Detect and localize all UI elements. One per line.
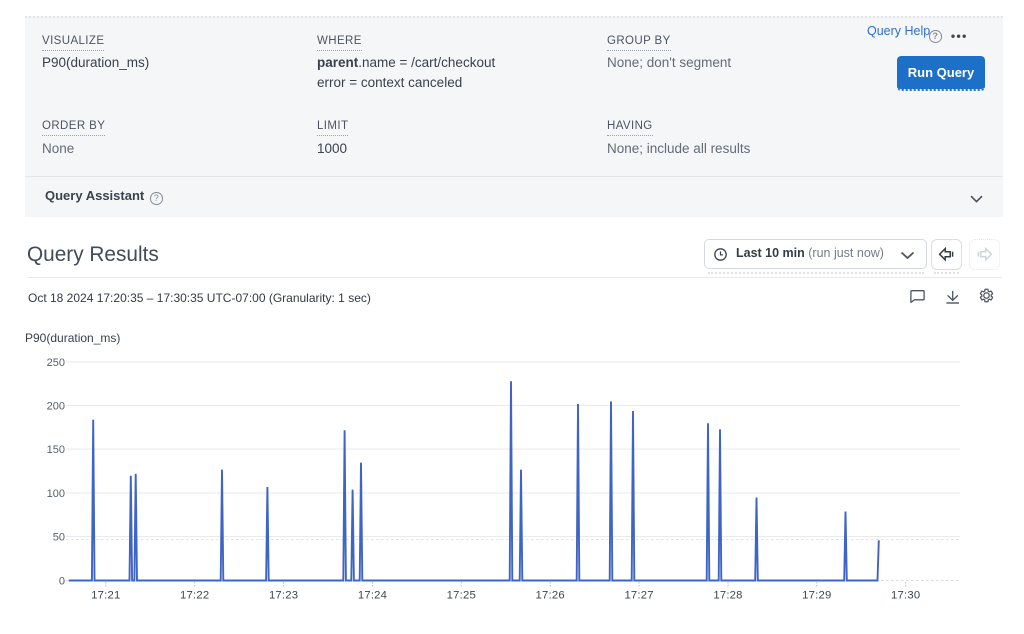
svg-text:17:24: 17:24	[358, 589, 387, 601]
svg-text:150: 150	[47, 444, 65, 456]
svg-text:17:22: 17:22	[180, 589, 209, 601]
svg-text:200: 200	[47, 401, 65, 413]
svg-text:17:21: 17:21	[91, 589, 120, 601]
svg-text:100: 100	[47, 488, 65, 500]
svg-text:17:29: 17:29	[802, 589, 831, 601]
svg-text:50: 50	[53, 532, 65, 544]
svg-text:17:28: 17:28	[713, 589, 742, 601]
svg-text:17:25: 17:25	[447, 589, 476, 601]
svg-text:17:23: 17:23	[269, 589, 298, 601]
svg-text:17:26: 17:26	[536, 589, 565, 601]
svg-text:250: 250	[47, 357, 65, 369]
svg-text:0: 0	[59, 576, 65, 588]
svg-text:17:30: 17:30	[891, 589, 920, 601]
svg-text:17:27: 17:27	[624, 589, 653, 601]
